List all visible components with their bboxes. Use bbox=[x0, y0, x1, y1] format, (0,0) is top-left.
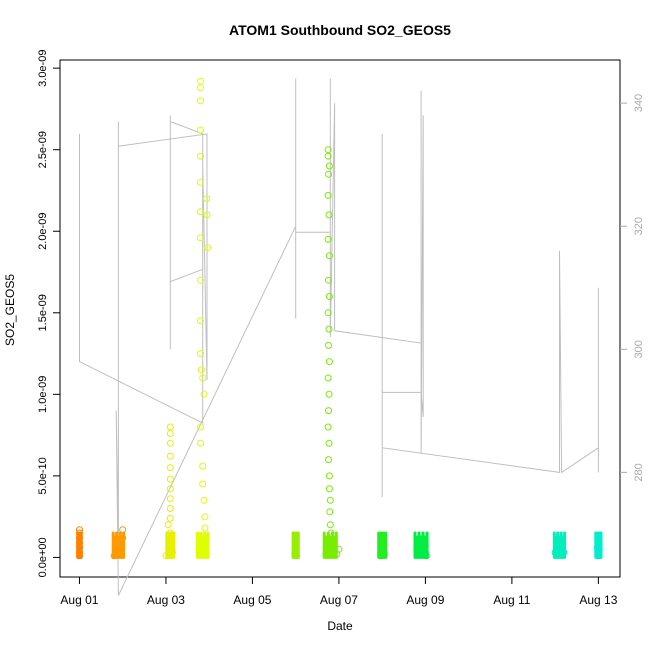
data-point bbox=[197, 234, 204, 242]
data-point bbox=[197, 126, 204, 134]
data-point bbox=[325, 252, 333, 260]
data-point bbox=[197, 439, 204, 447]
data-point bbox=[325, 325, 333, 333]
y-tick-label: 1.5e-09 bbox=[37, 294, 49, 331]
secondary-series-line bbox=[79, 78, 599, 596]
y2-tick-label: 340 bbox=[633, 94, 645, 112]
data-point bbox=[203, 195, 211, 203]
y-tick-label: 0.0e+00 bbox=[37, 537, 49, 577]
y2-tick-label: 320 bbox=[633, 217, 645, 235]
data-point bbox=[324, 235, 332, 243]
data-point bbox=[197, 152, 204, 160]
data-point bbox=[203, 211, 211, 219]
data-point bbox=[324, 309, 332, 317]
data-point bbox=[325, 485, 333, 493]
x-axis-label: Date bbox=[327, 619, 353, 633]
y-tick-label: 5.0e-10 bbox=[37, 457, 49, 494]
data-point bbox=[201, 513, 209, 521]
data-point bbox=[199, 462, 207, 470]
data-point bbox=[197, 276, 204, 284]
data-point bbox=[166, 423, 174, 431]
data-point bbox=[164, 521, 172, 529]
data-point bbox=[200, 496, 208, 504]
data-point bbox=[325, 456, 332, 464]
secondary-y-axis: 280 300 320 340 bbox=[620, 94, 645, 482]
data-point bbox=[197, 208, 204, 216]
data-point bbox=[197, 178, 204, 186]
data-point bbox=[166, 505, 174, 512]
data-point bbox=[166, 464, 174, 472]
data-point bbox=[325, 170, 332, 178]
x-tick-label: Aug 07 bbox=[320, 593, 358, 607]
data-point bbox=[200, 390, 208, 398]
data-point bbox=[325, 390, 333, 398]
x-tick-label: Aug 13 bbox=[579, 593, 617, 607]
data-point bbox=[199, 480, 207, 488]
y2-tick-label: 300 bbox=[633, 340, 645, 358]
x-tick-label: Aug 11 bbox=[493, 593, 530, 607]
x-axis: Aug 01 Aug 03 Aug 05 Aug 07 Aug 09 Aug 11 Aug … bbox=[60, 577, 618, 607]
data-point bbox=[197, 350, 204, 358]
y-axis: 0.0e+00 5.0e-10 1.0e-09 1.5e-09 2.0e-09 2.5e-… bbox=[37, 50, 60, 577]
data-point bbox=[197, 97, 204, 105]
data-point bbox=[326, 508, 334, 516]
data-point bbox=[166, 439, 174, 447]
data-point bbox=[166, 514, 174, 522]
y-tick-label: 3.0e-09 bbox=[37, 50, 49, 87]
data-point bbox=[197, 366, 205, 374]
x-tick-label: Aug 05 bbox=[233, 593, 271, 607]
data-point bbox=[326, 496, 334, 504]
x-tick-label: Aug 01 bbox=[60, 593, 98, 607]
data-point bbox=[325, 407, 332, 415]
data-point bbox=[199, 374, 207, 382]
secondary-series-layer bbox=[79, 78, 599, 596]
data-point bbox=[325, 341, 332, 349]
data-point bbox=[197, 317, 204, 325]
data-point bbox=[201, 524, 209, 532]
data-point bbox=[325, 358, 333, 366]
data-point bbox=[166, 430, 174, 437]
data-point bbox=[204, 244, 211, 252]
y-tick-label: 1.0e-09 bbox=[37, 376, 49, 413]
data-point bbox=[325, 472, 333, 480]
data-point bbox=[326, 521, 334, 529]
y-tick-label: 2.0e-09 bbox=[37, 213, 49, 250]
data-point bbox=[166, 452, 174, 460]
y-tick-label: 2.5e-09 bbox=[37, 131, 49, 168]
data-point bbox=[324, 191, 332, 199]
scatter-points-layer bbox=[76, 77, 603, 560]
data-point bbox=[197, 77, 204, 85]
data-point bbox=[325, 211, 333, 219]
data-point bbox=[325, 293, 333, 300]
data-point bbox=[324, 152, 332, 160]
data-point bbox=[325, 276, 332, 284]
data-point bbox=[166, 475, 174, 483]
data-point bbox=[166, 485, 174, 493]
chart-title: ATOM1 Southbound SO2_GEOS5 bbox=[229, 22, 451, 38]
data-point bbox=[325, 162, 333, 170]
y-axis-label: SO2_GEOS5 bbox=[3, 274, 17, 346]
data-point bbox=[324, 374, 332, 382]
data-point bbox=[197, 84, 204, 92]
x-tick-label: Aug 09 bbox=[406, 593, 444, 607]
data-point bbox=[324, 423, 332, 431]
plot-area-frame bbox=[59, 59, 621, 578]
x-tick-label: Aug 03 bbox=[147, 593, 185, 607]
data-point bbox=[325, 439, 333, 447]
data-point bbox=[197, 423, 204, 431]
data-point bbox=[166, 495, 174, 503]
y2-tick-label: 280 bbox=[633, 463, 645, 481]
